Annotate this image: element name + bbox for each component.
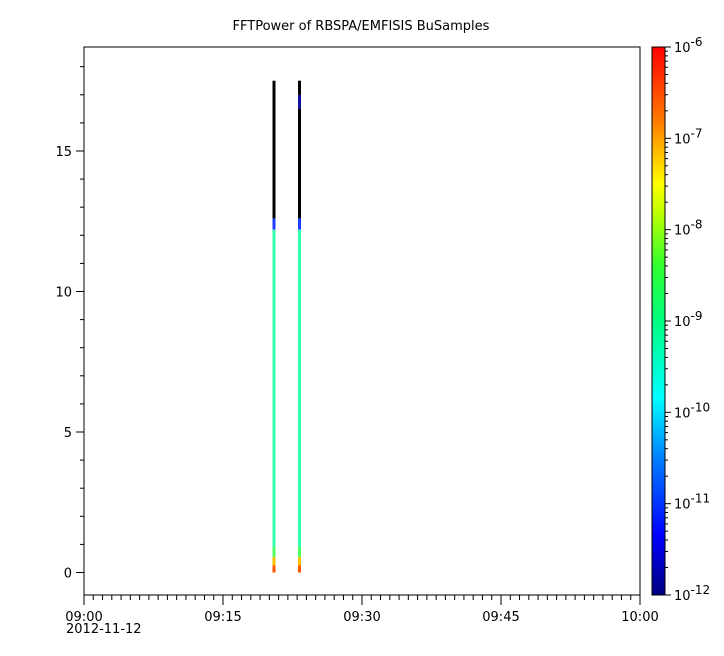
y-axis: 0 5 10 15 [55,66,84,582]
x-tick-label: 10:00 [621,610,658,625]
strip-segment [298,229,301,548]
x-date-label: 2012-11-12 [66,622,142,637]
strip-segment [298,547,301,557]
colorbar-tick-label: 10-7 [674,126,703,147]
strip-segment [272,557,276,566]
x-tick-label: 09:30 [343,610,380,625]
colorbar-tick-label: 10-6 [674,35,703,56]
x-axis: 09:00 09:15 09:30 09:45 10:00 [65,595,659,625]
y-tick-label: 0 [64,567,72,582]
strip-segment [298,557,301,566]
spectrogram-strip [272,80,276,573]
strip-segment [298,80,301,95]
spectrogram-strips [272,80,301,573]
y-tick-label: 15 [55,145,72,160]
strip-segment [272,80,276,219]
x-tick-label: 09:15 [204,610,241,625]
chart-title: FFTPower of RBSPA/EMFISIS BuSamples [233,19,490,34]
colorbar-tick-label: 10-9 [674,309,703,330]
colorbar-tick-label: 10-10 [674,400,710,421]
colorbar-tick-label: 10-8 [674,218,703,239]
colorbar-tick-label: 10-11 [674,492,710,513]
y-tick-label: 5 [64,426,72,441]
strip-segment [298,94,301,109]
colorbar: 10-12 10-11 10-10 10-9 10-8 10-7 10-6 [651,35,710,604]
x-tick-label: 09:00 [65,610,102,625]
x-tick-label: 09:45 [482,610,519,625]
y-tick-label: 10 [55,285,72,300]
strip-segment [272,218,276,230]
strip-segment [272,547,276,557]
colorbar-gradient [652,47,665,595]
strip-segment [298,565,301,573]
strip-segment [298,108,301,219]
strip-segment [272,565,276,573]
spectrogram-strip [298,80,301,573]
plot-area [83,46,641,596]
strip-segment [272,229,276,548]
strip-segment [298,218,301,230]
colorbar-tick-label: 10-12 [674,583,710,604]
plot-frame [83,46,641,596]
